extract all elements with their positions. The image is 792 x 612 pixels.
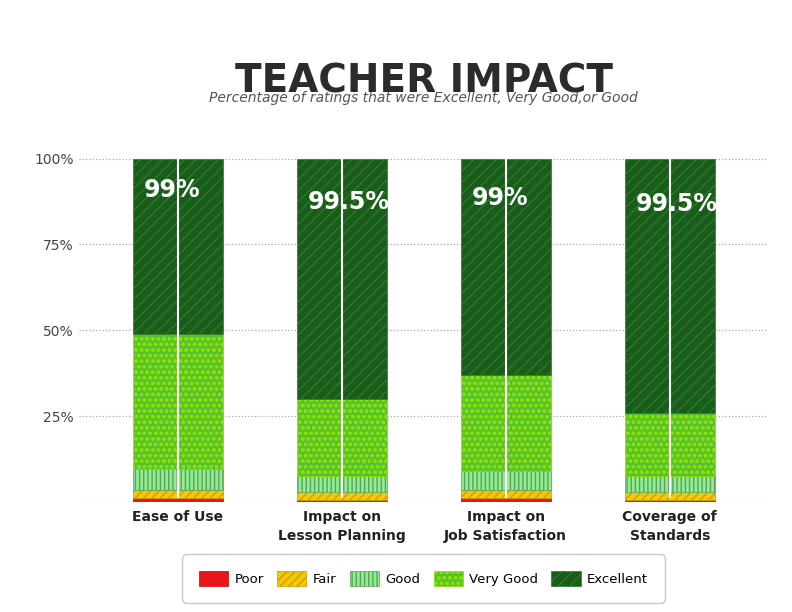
Bar bbox=[296, 500, 386, 502]
Bar bbox=[132, 498, 223, 502]
Title: TEACHER IMPACT: TEACHER IMPACT bbox=[234, 63, 613, 101]
Bar bbox=[625, 412, 715, 476]
Text: 99.5%: 99.5% bbox=[635, 192, 718, 217]
Bar bbox=[625, 476, 715, 491]
Bar bbox=[625, 159, 715, 412]
Bar bbox=[132, 334, 223, 469]
Text: Percentage of ratings that were Excellent, Very Good,or Good: Percentage of ratings that were Excellen… bbox=[209, 91, 638, 105]
Text: 99%: 99% bbox=[143, 178, 200, 202]
Bar bbox=[461, 490, 551, 498]
Bar bbox=[461, 471, 551, 490]
Legend: Poor, Fair, Good, Very Good, Excellent: Poor, Fair, Good, Very Good, Excellent bbox=[188, 559, 660, 598]
Bar bbox=[625, 491, 715, 500]
Text: 99.5%: 99.5% bbox=[307, 190, 390, 214]
Bar bbox=[296, 399, 386, 476]
Bar bbox=[296, 491, 386, 500]
Bar bbox=[461, 375, 551, 471]
Bar bbox=[296, 159, 386, 399]
Bar bbox=[132, 490, 223, 498]
Bar bbox=[132, 159, 223, 334]
Bar bbox=[461, 498, 551, 502]
Bar bbox=[132, 469, 223, 490]
Bar bbox=[296, 476, 386, 491]
Bar bbox=[625, 500, 715, 502]
Text: 99%: 99% bbox=[471, 185, 528, 209]
Bar bbox=[461, 159, 551, 375]
